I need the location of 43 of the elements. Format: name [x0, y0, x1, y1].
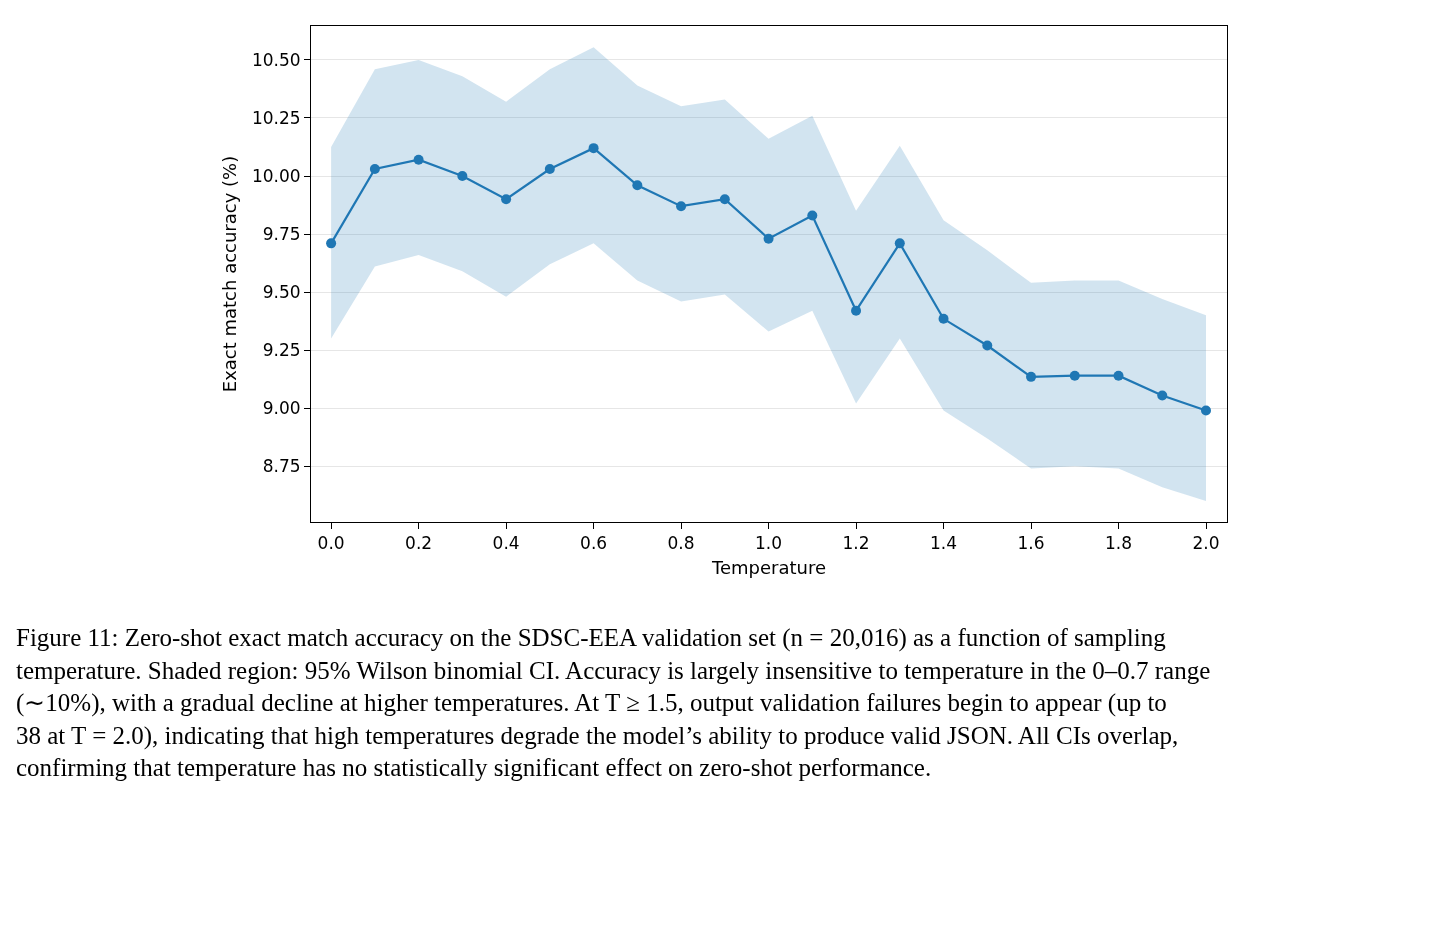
point — [413, 154, 424, 165]
point — [676, 201, 687, 212]
point — [1113, 370, 1124, 381]
point — [544, 164, 555, 175]
point — [807, 210, 818, 221]
y-axis-title: Exact match accuracy (%) — [219, 155, 241, 393]
y-tick-label: 9.25 — [262, 340, 301, 361]
y-tick-label: 9.00 — [262, 398, 301, 419]
y-tick-label: 9.75 — [262, 224, 301, 245]
point — [1157, 390, 1168, 401]
point — [1069, 370, 1080, 381]
point — [982, 340, 993, 351]
point — [719, 194, 730, 205]
point — [763, 233, 774, 244]
x-tick-label: 1.6 — [1017, 533, 1045, 554]
point — [851, 305, 862, 316]
point — [632, 180, 643, 191]
point — [1026, 371, 1037, 382]
y-tick-label: 9.50 — [262, 282, 301, 303]
y-tick-label: 10.00 — [251, 165, 301, 186]
caption: Figure 11: Zero-shot exact match accuracy on the SDSC-EEA validation set (n = 20,016) as a function of sampling temperature. Shaded region: 95% Wilson binomial CI. Accuracy is largely insensitive to temperature in the 0–0.7 range (∼10%), with a gradual decline at higher temperatures. At T ≥ 1.5, output validation failures begin to appear (up to 38 at T = 2.0), indicating that high temperatures degrade the model’s ability to produce valid JSON. All CIs overlap, confirming that temperature has no statistically significant effect on zero-shot performance. — [16, 624, 1211, 781]
point — [369, 164, 380, 175]
point — [938, 313, 949, 324]
point — [1201, 405, 1211, 416]
y-tick-label: 10.25 — [251, 107, 301, 128]
x-tick-label: 0.2 — [405, 533, 433, 554]
point — [588, 143, 599, 154]
x-tick-label: 0.8 — [667, 533, 695, 554]
x-tick-label: 0.4 — [492, 533, 520, 554]
x-tick-label: 1.2 — [842, 533, 870, 554]
x-tick-label: 0.6 — [580, 533, 608, 554]
x-tick-label: 2.0 — [1192, 533, 1220, 554]
y-tick-label: 8.75 — [262, 456, 301, 477]
point — [894, 238, 905, 249]
x-tick-label: 1.8 — [1104, 533, 1133, 554]
x-tick-label: 1.0 — [755, 533, 783, 554]
y-tick-label: 10.50 — [251, 49, 301, 70]
point — [501, 194, 512, 205]
x-axis-title: Temperature — [710, 556, 827, 578]
point — [457, 171, 468, 182]
x-tick-label: 1.4 — [930, 533, 958, 554]
point — [326, 238, 337, 249]
x-tick-label: 0.0 — [317, 533, 345, 554]
